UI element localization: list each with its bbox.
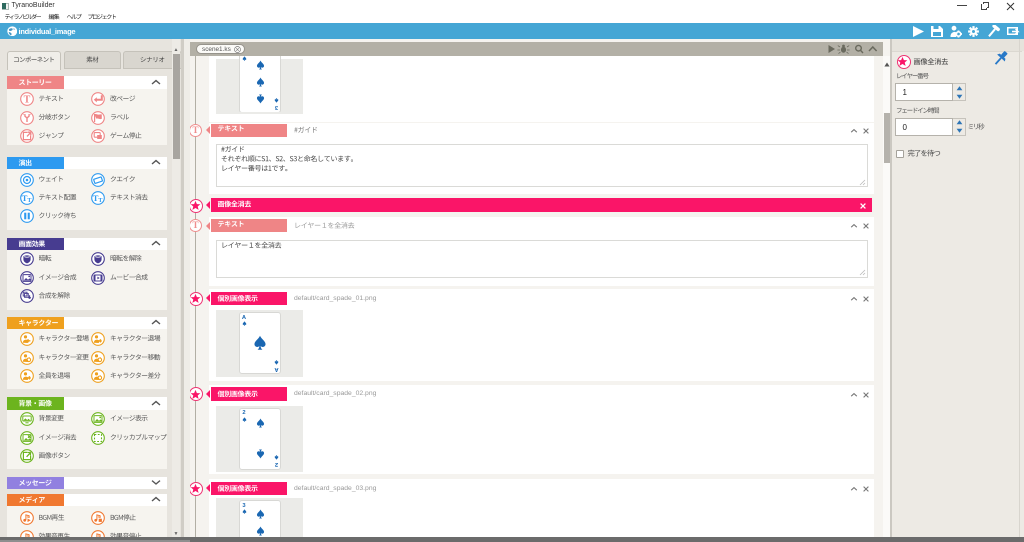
svg-text:T: T bbox=[21, 193, 27, 203]
svg-text:T: T bbox=[98, 198, 102, 204]
svg-text:T: T bbox=[93, 193, 99, 203]
svg-text:T: T bbox=[23, 95, 30, 106]
svg-text:T: T bbox=[27, 198, 31, 204]
